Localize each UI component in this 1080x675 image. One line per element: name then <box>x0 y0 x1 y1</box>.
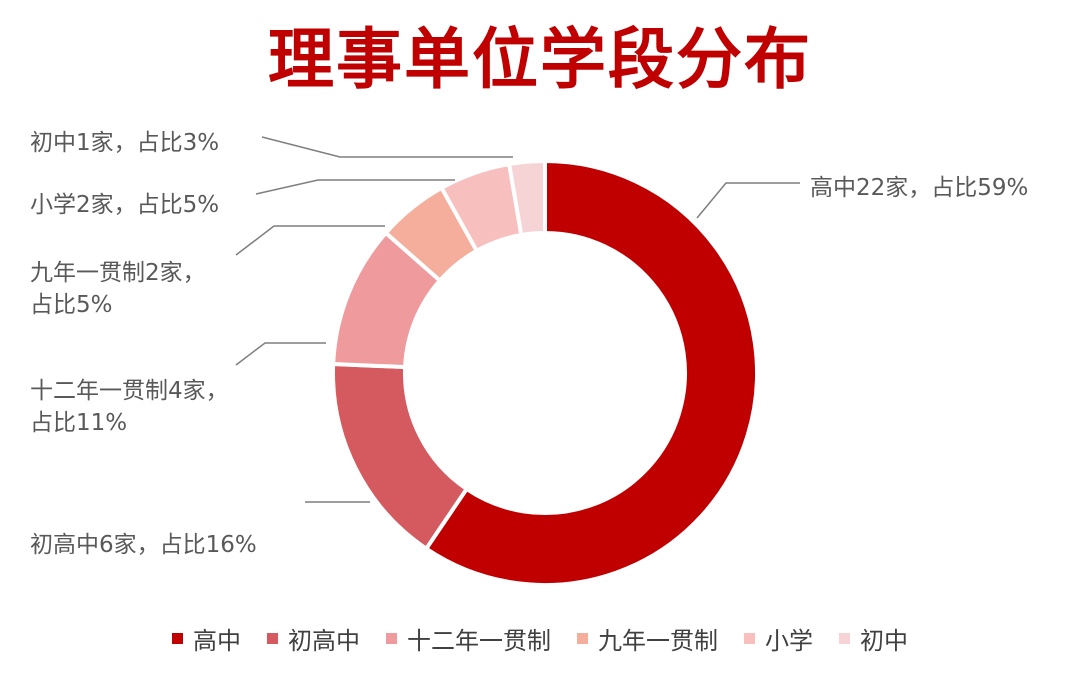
data-label-5: 小学2家，占比5% <box>30 192 219 218</box>
legend-swatch <box>839 632 850 644</box>
legend-label: 初高中 <box>288 626 360 655</box>
legend-swatch <box>172 632 183 644</box>
legend-label: 十二年一贯制 <box>407 626 551 655</box>
chart-legend: 高中 初高中 十二年一贯制 九年一贯制 小学 初中 <box>0 618 1080 658</box>
data-label-2: 初高中6家，占比16% <box>30 532 257 558</box>
legend-swatch <box>267 632 278 644</box>
donut-slice-2 <box>331 361 470 552</box>
legend-swatch <box>577 632 588 644</box>
leader-line-3 <box>235 342 326 366</box>
legend-item-4: 九年一贯制 <box>577 621 718 656</box>
legend-swatch <box>744 632 755 644</box>
data-label-3-line-2: 占比11% <box>30 410 127 436</box>
legend-label: 高中 <box>193 626 241 655</box>
legend-item-5: 小学 <box>744 621 813 656</box>
leader-line-5 <box>255 179 455 195</box>
legend-item-2: 初高中 <box>267 621 360 656</box>
legend-item-6: 初中 <box>839 621 908 656</box>
legend-item-3: 十二年一贯制 <box>386 621 551 656</box>
legend-label: 九年一贯制 <box>598 626 718 655</box>
leader-line-1 <box>696 182 800 219</box>
legend-item-1: 高中 <box>172 621 241 656</box>
legend-swatch <box>386 632 397 644</box>
data-label-3-line-1: 十二年一贯制4家， <box>30 378 229 404</box>
leader-line-6 <box>261 136 513 158</box>
chart-title: 理事单位学段分布 <box>268 21 812 98</box>
leader-line-4 <box>235 225 385 256</box>
data-label-4-line-2: 占比5% <box>30 292 113 318</box>
donut-slice-1 <box>423 158 759 587</box>
legend-label: 初中 <box>860 626 908 655</box>
legend-label: 小学 <box>765 626 813 655</box>
data-label-4-line-1: 九年一贯制2家， <box>30 260 206 286</box>
data-label-6: 初中1家，占比3% <box>30 130 219 156</box>
donut-slice-6 <box>506 158 547 238</box>
data-label-1: 高中22家，占比59% <box>810 175 1028 201</box>
